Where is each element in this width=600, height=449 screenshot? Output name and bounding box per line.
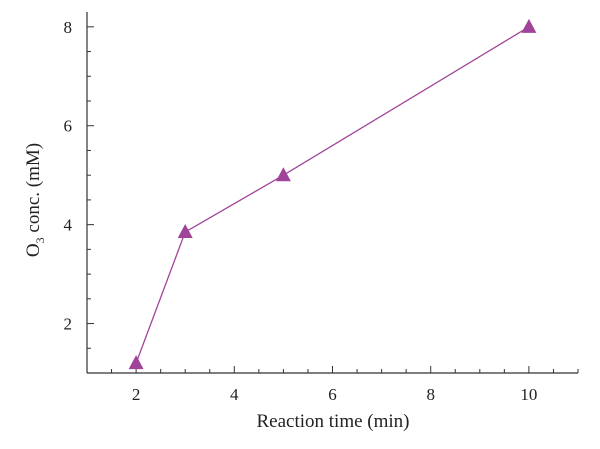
x-tick-label: 8: [426, 385, 435, 404]
data-point-marker: [275, 167, 291, 182]
y-axis-title: O3 conc. (mM): [23, 143, 47, 257]
data-point-marker: [128, 355, 144, 370]
x-tick-label: 6: [328, 385, 337, 404]
x-axis-title: Reaction time (min): [256, 411, 409, 432]
x-tick-label: 2: [132, 385, 141, 404]
y-tick-label: 4: [64, 216, 73, 235]
data-point-marker: [521, 18, 537, 33]
series-line: [135, 26, 530, 364]
x-tick-label: 10: [520, 385, 537, 404]
y-axis-title-subscript: 3: [33, 237, 47, 243]
x-tick-label: 4: [230, 385, 239, 404]
y-tick-label: 6: [64, 117, 73, 136]
y-tick-label: 8: [64, 18, 73, 37]
y-axis-title-suffix: conc. (mM): [23, 143, 44, 237]
tick-labels: 2 4 6 8 10 2 4 6 8: [64, 18, 538, 404]
series-layer: [128, 18, 537, 370]
ticks: [86, 26, 579, 374]
data-point-marker: [177, 224, 193, 239]
y-tick-label: 2: [64, 315, 73, 334]
y-axis-title-prefix: O: [23, 243, 44, 257]
axes: [86, 12, 578, 374]
